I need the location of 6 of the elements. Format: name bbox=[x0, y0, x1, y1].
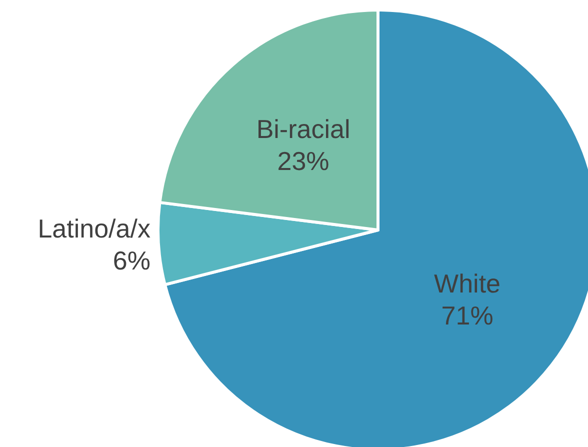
data-label: 23% bbox=[277, 146, 330, 176]
slice-label: Bi-racial bbox=[256, 114, 350, 144]
data-label: 6% bbox=[112, 245, 150, 276]
slice-label: Latino/a/x bbox=[38, 213, 150, 244]
slice-label: White bbox=[434, 268, 501, 298]
data-label: 71% bbox=[441, 300, 494, 330]
